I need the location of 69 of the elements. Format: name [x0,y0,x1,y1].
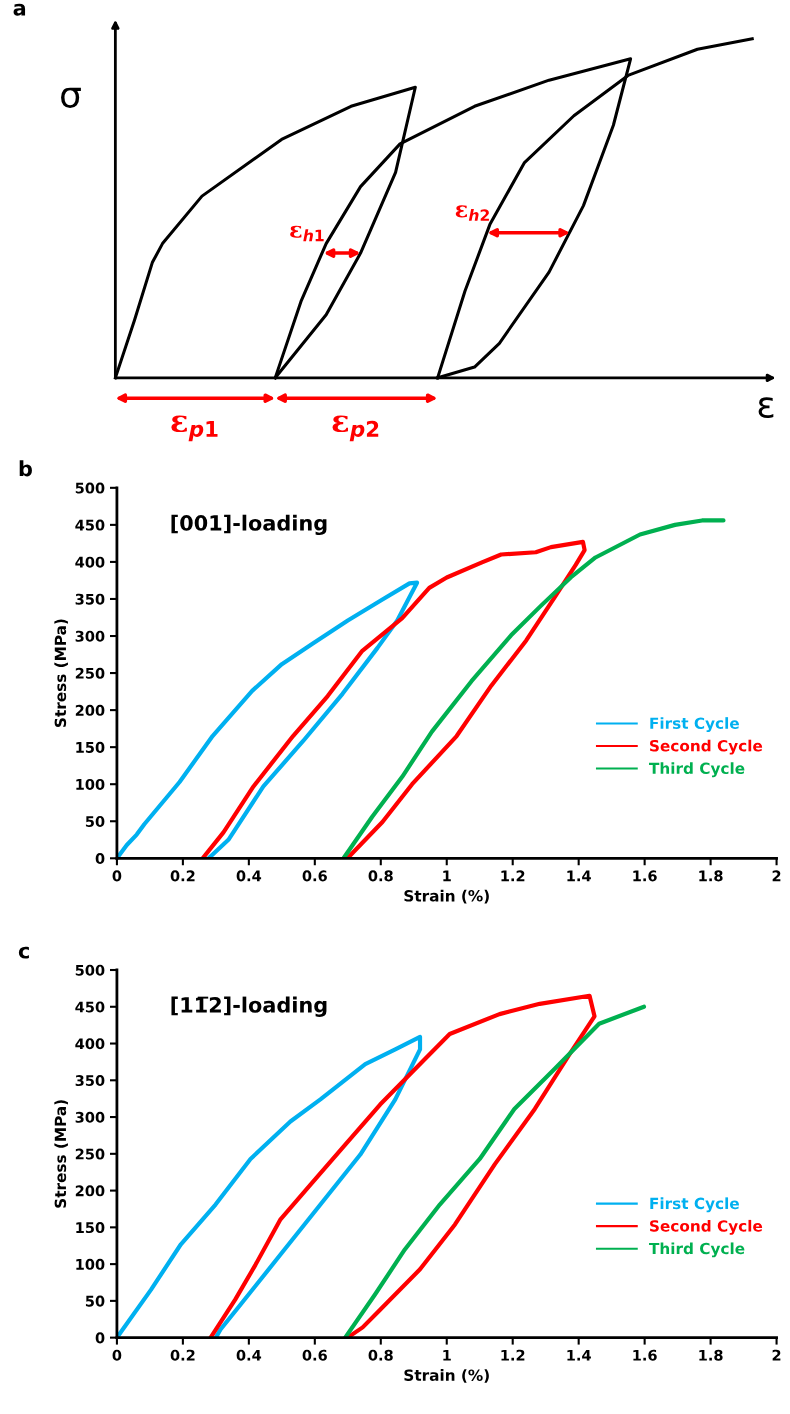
chart-title: b [19,460,32,477]
x-tick-label: 1.4 [567,870,591,882]
y-tick-label: 50 [85,815,105,827]
text: σ [61,87,81,108]
line-series [343,1004,647,1338]
chart-title: c [18,946,29,959]
y-tick-label: 100 [76,1258,105,1270]
y-tick-label: 400 [75,1038,105,1050]
y-tick-label: 100 [76,778,105,790]
x-tick-label: 0.4 [236,1349,262,1361]
legend-label: Third Cycle [649,1242,745,1258]
y-tick-label: 400 [75,556,105,568]
legend-label: Second Cycle [650,739,763,755]
y-tick-label: 200 [75,1185,105,1197]
x-tick-label: 1.2 [501,870,525,882]
line-series [116,1034,423,1338]
y-tick-label: 250 [75,667,105,679]
x-tick-label: 0.8 [368,1349,393,1361]
y-tick-label: 300 [75,630,105,642]
text: ε$_{h1}$ [290,225,324,242]
x-tick-label: 1 [443,1349,451,1361]
x-tick-label: 2 [772,1349,781,1361]
y-tick-label: 50 [85,1295,105,1307]
text: ε$_{p1}$ [171,415,218,442]
x-tick-label: 0.8 [368,870,393,882]
y-tick-label: 450 [75,1001,105,1013]
y-tick-label: 250 [75,1148,105,1160]
annotation: [11̅2]-loading [171,996,327,1017]
y-tick-label: 350 [75,593,105,605]
x-tick-label: 0.2 [170,1349,195,1361]
y-axis-title: Stress (MPa) [54,1100,68,1208]
y-tick-label: 450 [75,519,105,531]
text: ε [758,397,774,418]
y-tick-label: 150 [76,1222,105,1234]
y-tick-label: 300 [75,1111,105,1123]
text: ε$_{p2}$ [332,415,379,442]
line-series [200,539,587,859]
x-tick-label: 1.6 [633,870,657,882]
legend-label: First Cycle [650,1197,739,1213]
y-tick-label: 500 [75,964,105,976]
y-tick-label: 0 [95,853,105,865]
x-tick-label: 0 [112,870,122,882]
x-tick-label: 1.8 [699,1349,723,1361]
x-axis-title: Strain (%) [404,1369,489,1383]
y-tick-label: 500 [75,482,105,494]
legend-label: Second Cycle [650,1219,763,1235]
text: a [13,3,26,16]
x-tick-label: 0 [112,1349,122,1361]
x-tick-label: 0.6 [302,1349,327,1361]
x-axis-title: Strain (%) [404,889,489,904]
x-tick-label: 2 [772,870,781,882]
x-tick-label: 1.2 [501,1349,525,1361]
x-tick-label: 0.2 [170,870,195,882]
x-tick-label: 0.6 [302,870,327,882]
x-tick-label: 0.4 [236,870,262,882]
y-tick-label: 150 [76,741,105,753]
y-tick-label: 200 [75,704,105,716]
x-tick-label: 1.6 [633,1349,657,1361]
legend-label: First Cycle [650,717,739,733]
y-tick-label: 350 [75,1075,105,1087]
x-tick-label: 1.8 [699,870,723,882]
annotation: [001]-loading [171,514,327,536]
x-tick-label: 1 [443,870,451,882]
y-axis-title: Stress (MPa) [54,619,68,727]
legend-label: Third Cycle [649,762,745,778]
line-series [116,580,420,859]
y-tick-label: 0 [95,1332,105,1344]
text: ε$_{h2}$ [455,205,489,221]
x-tick-label: 1.4 [567,1349,591,1361]
